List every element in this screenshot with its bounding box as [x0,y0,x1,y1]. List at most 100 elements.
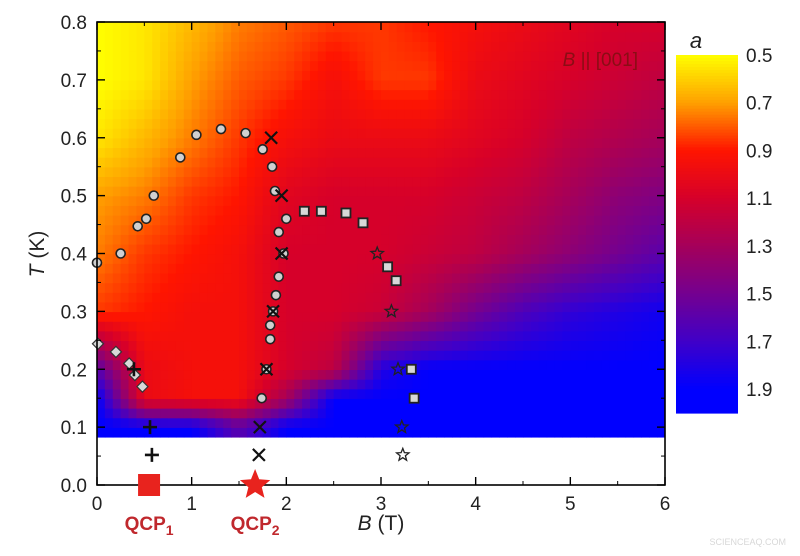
y-tick-label: 0.8 [61,13,87,34]
heatmap-cell [570,369,579,380]
heatmap-cell [302,215,311,226]
heatmap-cell [183,137,193,149]
heatmap-cell [325,215,335,226]
heatmap-cell [349,99,358,110]
heatmap-cell [594,99,603,110]
heatmap-cell [231,166,240,178]
heatmap-cell [286,195,295,206]
heatmap-cell [625,330,635,342]
heatmap-cell [365,272,374,284]
heatmap-cell [633,50,642,62]
heatmap-cell [507,176,516,187]
heatmap-cell [278,205,287,216]
heatmap-cell [183,31,193,42]
heatmap-cell [191,263,201,274]
heatmap-cell [491,41,500,52]
heatmap-cell [175,350,185,361]
heatmap-cell [625,292,635,303]
heatmap-cell [396,41,406,52]
heatmap-cell [317,398,327,409]
heatmap-cell [215,311,224,322]
heatmap-cell [546,60,556,71]
colorbar-segment [676,72,738,77]
heatmap-cell [562,301,571,313]
heatmap-cell [444,215,453,226]
heatmap-cell [428,79,437,91]
heatmap-cell [499,398,508,409]
heatmap-cell [381,301,390,313]
heatmap-cell [317,50,327,62]
heatmap-cell [515,176,524,187]
heatmap-cell [633,301,642,313]
heatmap-cell [128,205,138,216]
heatmap-cell [341,137,351,149]
heatmap-cell [609,234,619,245]
heatmap-cell [499,157,508,168]
heatmap-cell [215,31,224,42]
y-tick-label: 0.5 [61,187,87,208]
heatmap-cell [609,41,619,52]
heatmap-cell [554,137,564,149]
heatmap-cell [570,234,579,245]
heatmap-cell [499,359,508,371]
heatmap-cell [633,215,642,226]
heatmap-cell [562,205,571,216]
heatmap-cell [270,369,280,380]
colorbar-segment [676,144,738,149]
heatmap-cell [317,321,327,332]
heatmap-cell [428,89,437,100]
heatmap-cell [444,99,453,110]
star-marker [383,303,400,319]
heatmap-cell [491,379,500,390]
heatmap-cell [112,22,122,33]
heatmap-cell [152,31,161,42]
heatmap-cell [152,379,161,390]
heatmap-cell [325,224,335,235]
heatmap-cell [546,215,556,226]
heatmap-cell [388,118,398,129]
heatmap-cell [625,22,635,33]
heatmap-cell [373,41,382,52]
heatmap-cell [515,70,524,81]
heatmap-cell [467,118,477,129]
heatmap-cell [562,388,571,399]
heatmap-cell [396,292,406,303]
colorbar-segment [676,84,738,89]
heatmap-cell [594,50,603,62]
heatmap-cell [325,282,335,293]
heatmap-cell [302,31,311,42]
heatmap-cell [144,70,153,81]
heatmap-cell [310,282,319,293]
heatmap-cell [452,22,461,33]
heatmap-cell [609,195,619,206]
heatmap-cell [120,166,130,178]
heatmap-cell [223,301,232,313]
heatmap-cell [412,108,422,120]
heatmap-cell [254,224,264,235]
heatmap-cell [254,89,264,100]
heatmap-cell [570,272,579,284]
colorbar-segment [676,168,738,172]
heatmap-cell [333,70,343,81]
heatmap-cell [396,166,406,178]
colorbar-segment [676,248,738,253]
heatmap-cell [530,215,540,226]
heatmap-cell [381,379,390,390]
heatmap-cell [538,41,548,52]
heatmap-cell [420,234,429,245]
heatmap-cell [412,186,422,197]
heatmap-cell [136,272,145,284]
heatmap-cell [223,427,232,438]
heatmap-cell [112,301,122,313]
heatmap-cell [491,243,500,255]
heatmap-cell [546,243,556,255]
heatmap-cell [404,379,414,390]
heatmap-cell [381,388,390,399]
heatmap-cell [223,224,232,235]
heatmap-cell [144,379,153,390]
heatmap-cell [633,157,642,168]
heatmap-cell [617,427,627,438]
heatmap-cell [554,195,564,206]
heatmap-cell [617,186,627,197]
circle-marker [273,271,285,282]
